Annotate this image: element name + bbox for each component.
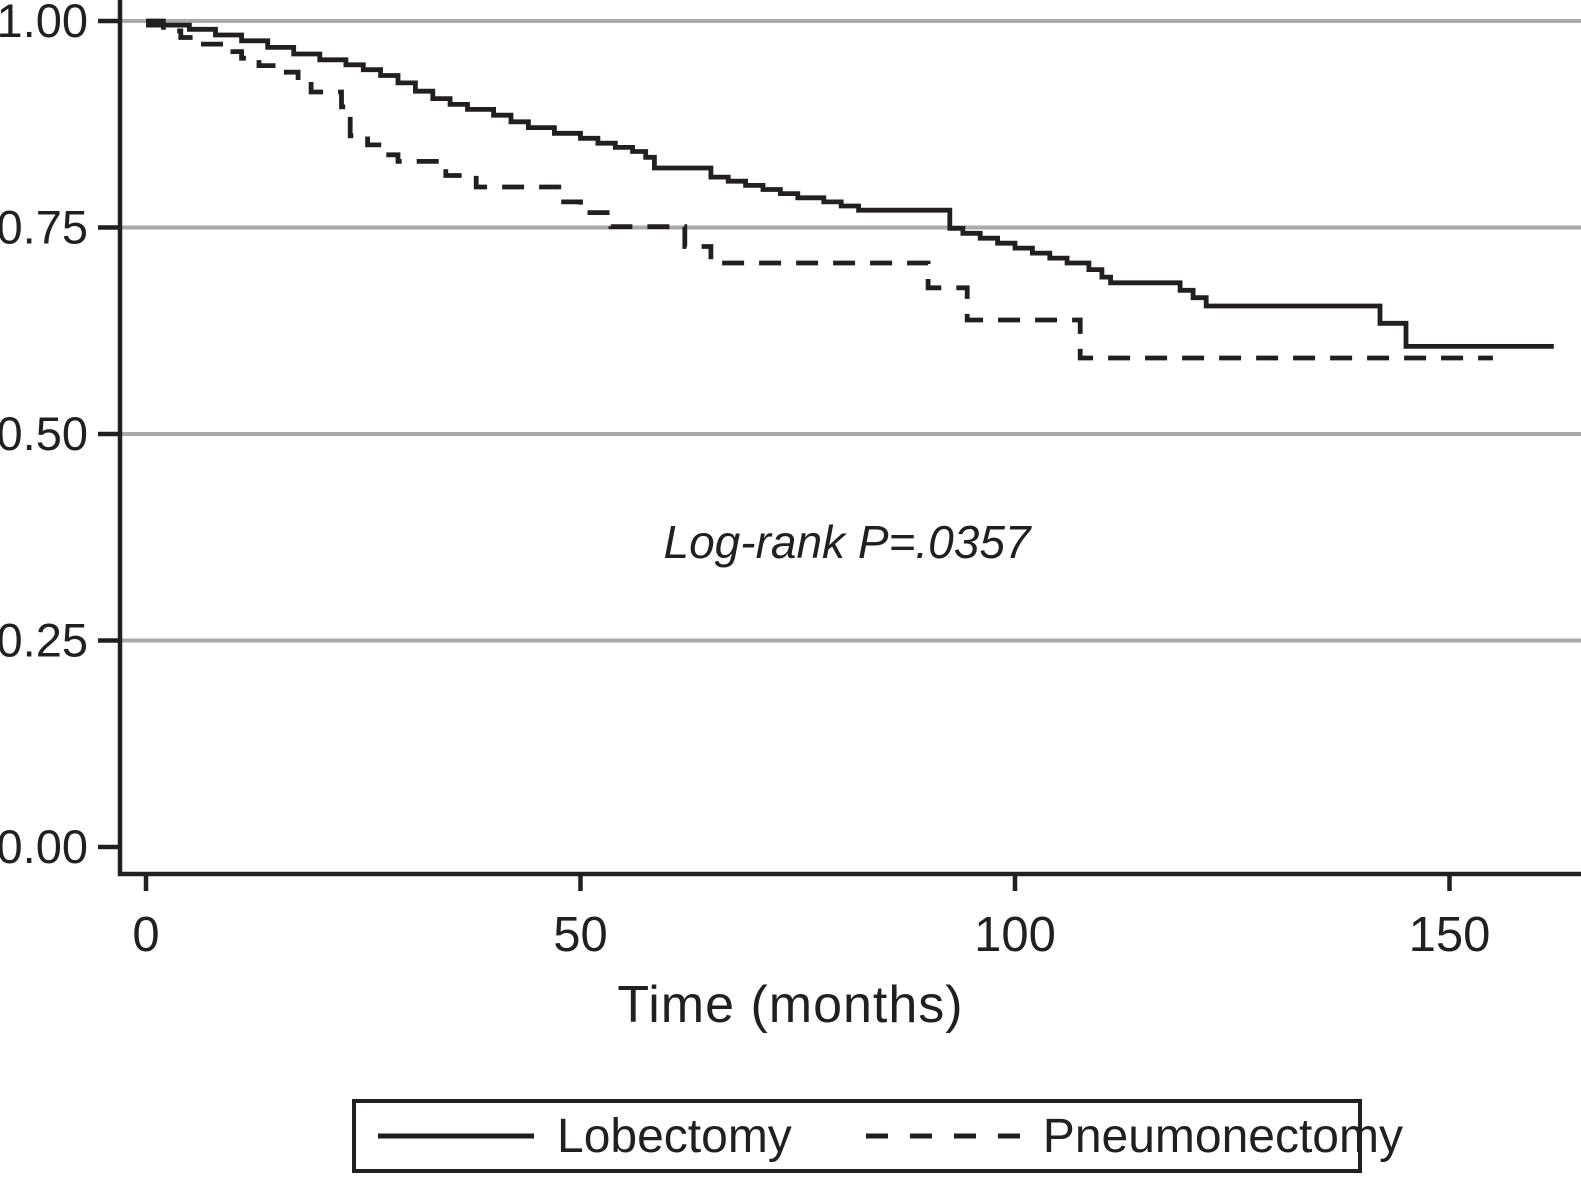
- x-tick-label: 150: [1409, 908, 1491, 962]
- solid-line-swatch-icon: [378, 1133, 534, 1139]
- x-axis-title: Time (months): [617, 976, 964, 1034]
- gridline-layer: [118, 19, 1581, 643]
- legend-item-lobectomy: Lobectomy: [378, 1109, 792, 1164]
- y-tick-label: 0.25: [0, 614, 88, 667]
- axis-layer: 1.00 0.75 0.50 0.25 0.00 0 50 100 150: [0, 0, 1581, 962]
- y-tick-label: 0.75: [0, 201, 88, 254]
- series-path-pneumonectomy: [146, 22, 1493, 361]
- log-rank-annotation: Log-rank P=.0357: [664, 516, 1032, 568]
- x-tick-label: 0: [132, 908, 159, 962]
- legend-item-pneumonectomy: Pneumonectomy: [865, 1109, 1403, 1164]
- legend-label-pneumonectomy: Pneumonectomy: [1042, 1109, 1403, 1163]
- legend-label-lobectomy: Lobectomy: [557, 1109, 792, 1163]
- y-tick-label: 1.00: [0, 0, 88, 47]
- series-layer: [146, 18, 1554, 361]
- x-tick-label: 100: [974, 908, 1056, 962]
- series-path-lobectomy: [146, 18, 1554, 349]
- legend: Lobectomy Pneumonectomy: [352, 1099, 1403, 1173]
- y-tick-label: 0.50: [0, 407, 88, 460]
- x-tick-label: 50: [553, 908, 608, 962]
- y-tick-label: 0.00: [0, 820, 88, 873]
- dashed-line-swatch-icon: [865, 1133, 1020, 1139]
